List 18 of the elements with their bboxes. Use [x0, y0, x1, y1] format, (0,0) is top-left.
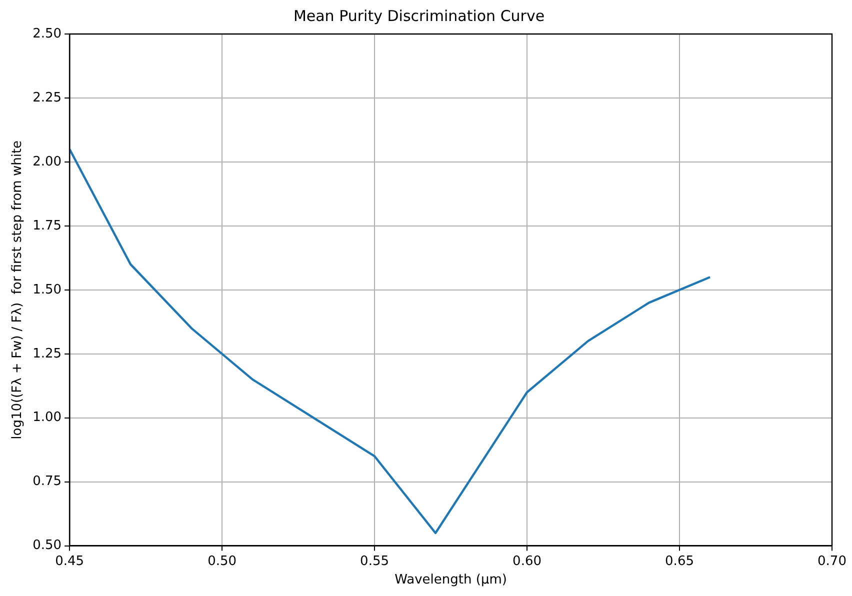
x-tick-label: 0.60 — [512, 554, 542, 569]
x-tick-label: 0.45 — [55, 554, 84, 569]
y-tick-label: 1.75 — [32, 218, 62, 234]
y-tick-label: 2.50 — [32, 26, 62, 42]
x-axis-title: Wavelength (µm) — [394, 572, 507, 588]
y-axis-title: log10((Fλ + Fw) / Fλ) for first step from white — [10, 140, 26, 440]
chart-title: Mean Purity Discrimination Curve — [293, 6, 545, 25]
y-tick-label: 2.25 — [32, 90, 62, 106]
y-tick-label: 1.00 — [32, 410, 62, 426]
y-tick-label: 2.00 — [32, 154, 62, 170]
y-tick-label: 0.75 — [32, 474, 62, 490]
y-tick-label: 1.50 — [32, 282, 62, 298]
x-tick-label: 0.70 — [818, 554, 846, 569]
x-tick-label: 0.65 — [665, 554, 694, 569]
y-tick-label: 1.25 — [32, 346, 62, 362]
x-tick-label: 0.55 — [360, 554, 390, 569]
y-tick-label: 0.50 — [32, 538, 62, 554]
x-tick-label: 0.50 — [208, 554, 237, 569]
